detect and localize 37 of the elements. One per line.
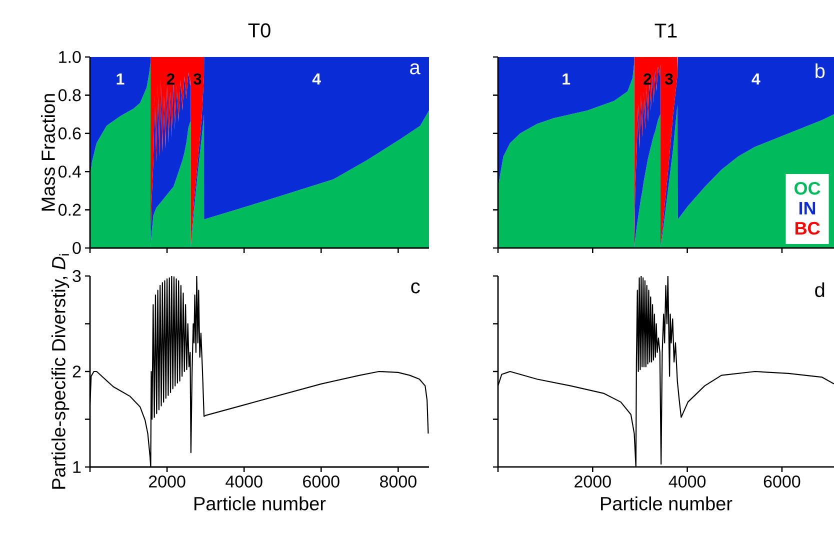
y-tick-label: 0 — [72, 242, 81, 254]
y-tick-label: 0.8 — [58, 89, 81, 102]
x-tick-label: 2000 — [574, 476, 611, 488]
x-tick-label: 8000 — [380, 476, 416, 488]
x-tick-label: 6000 — [764, 476, 800, 488]
annotation: 1 — [562, 73, 570, 84]
annotation: b — [816, 63, 825, 78]
annotation: 4 — [752, 73, 760, 84]
annotation: 2 — [166, 73, 174, 85]
text: IN — [799, 202, 816, 214]
series-label: OC — [794, 182, 820, 195]
y-tick-label: 0.4 — [58, 166, 81, 178]
annotation: 4 — [312, 73, 321, 84]
y-tick-label: 0.6 — [58, 127, 81, 140]
y-axis-title: Mass Fraction — [41, 94, 55, 211]
annotation: 3 — [193, 73, 202, 85]
x-tick-label: 6000 — [303, 476, 340, 488]
chart-title: T0 — [248, 23, 270, 38]
chart-title: T1 — [654, 24, 677, 38]
y-tick-label: 0.2 — [58, 204, 81, 216]
y-tick-label: 1 — [73, 461, 81, 473]
y-axis-title: Particle-specific Diverstiy, D$_{i}$ — [51, 254, 70, 489]
y-tick-label: 2 — [72, 366, 81, 378]
x-tick-label: 4000 — [668, 476, 706, 488]
y-tick-label: 3 — [72, 270, 81, 282]
x-axis-title: Particle number — [194, 496, 326, 510]
annotation: a — [410, 63, 420, 74]
annotation: d — [815, 282, 824, 298]
annotation: 3 — [664, 73, 673, 85]
x-tick-label: 2000 — [149, 476, 186, 488]
x-axis-title: Particle number — [601, 496, 732, 510]
annotation: 2 — [643, 73, 652, 85]
x-tick-label: 4000 — [226, 476, 262, 488]
annotation: 1 — [116, 73, 124, 84]
y-tick-label: 1.0 — [59, 50, 81, 64]
annotation: c — [411, 282, 420, 294]
text: BC — [795, 222, 820, 235]
